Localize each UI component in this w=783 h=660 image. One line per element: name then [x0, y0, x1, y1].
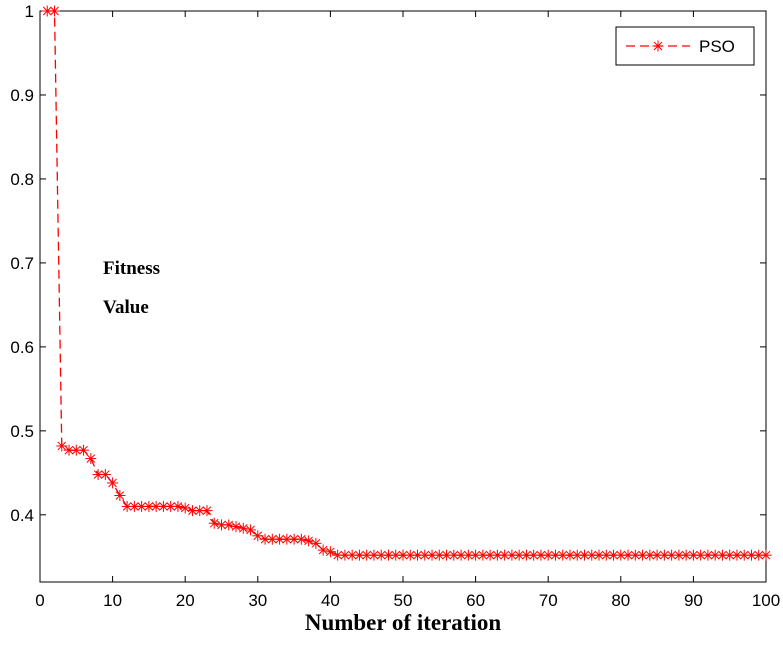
- y-axis-label-line-2: Value: [103, 297, 149, 318]
- x-tick-label: 80: [611, 591, 630, 610]
- data-point: [179, 502, 191, 514]
- data-point: [332, 549, 344, 561]
- x-tick-label: 40: [321, 591, 340, 610]
- data-point: [49, 5, 61, 17]
- y-axis-label-line-1: Fitness: [103, 258, 160, 279]
- data-point: [702, 549, 714, 561]
- legend-marker-asterisk: [652, 40, 664, 52]
- x-tick-label: 10: [103, 591, 122, 610]
- x-tick-label: 30: [248, 591, 267, 610]
- axes: [39, 10, 767, 583]
- data-point: [295, 533, 307, 545]
- y-tick-label: 1: [25, 2, 34, 21]
- data-point: [404, 549, 416, 561]
- legend-marker: [652, 40, 664, 52]
- data-point: [448, 549, 460, 561]
- data-point: [629, 549, 641, 561]
- data-point: [208, 517, 220, 529]
- data-point: [680, 549, 692, 561]
- data-point: [346, 549, 358, 561]
- legend: PSO: [615, 26, 755, 66]
- data-point: [172, 500, 184, 512]
- y-tick-label: 0.8: [10, 170, 34, 189]
- data-point: [579, 549, 590, 561]
- data-point: [245, 524, 257, 536]
- legend-entry-pso: PSO: [699, 37, 735, 56]
- data-point: [63, 444, 75, 456]
- data-point: [78, 444, 90, 456]
- data-point: [615, 549, 627, 561]
- data-point: [223, 519, 235, 531]
- data-point: [564, 549, 576, 561]
- plot-frame: [39, 10, 767, 583]
- data-point: [637, 549, 649, 561]
- data-point: [666, 549, 678, 561]
- data-point: [695, 549, 707, 561]
- data-point: [426, 549, 438, 561]
- data-point: [303, 535, 315, 547]
- x-tick-label: 0: [35, 591, 44, 610]
- data-point: [470, 549, 482, 561]
- x-tick-label: 20: [176, 591, 195, 610]
- data-point: [317, 544, 329, 556]
- series-line-0: [47, 10, 766, 556]
- data-point: [716, 549, 728, 561]
- x-axis-label: Number of iteration: [305, 610, 502, 635]
- data-point: [114, 490, 126, 502]
- data-point: [230, 521, 242, 533]
- data-point: [107, 477, 119, 489]
- data-point: [201, 505, 213, 517]
- data-point: [85, 453, 97, 465]
- data-point: [499, 549, 511, 561]
- y-tick-label: 0.7: [10, 254, 34, 273]
- data-point: [70, 444, 82, 456]
- x-tick-label: 70: [539, 591, 558, 610]
- data-point: [99, 469, 111, 481]
- data-point: [433, 549, 445, 561]
- series-layer: [41, 5, 772, 561]
- x-tick-label: 60: [466, 591, 485, 610]
- x-tick-label: 50: [394, 591, 413, 610]
- data-point: [281, 533, 293, 545]
- data-point: [194, 505, 206, 517]
- x-tick-label: 90: [684, 591, 703, 610]
- data-point: [237, 522, 249, 534]
- x-tick-label: 100: [752, 591, 780, 610]
- y-tick-label: 0.9: [10, 86, 34, 105]
- data-point: [760, 549, 772, 561]
- data-point: [375, 549, 387, 561]
- labels: Fitness Value Number of iteration: [103, 258, 501, 635]
- y-tick-label: 0.6: [10, 338, 34, 357]
- data-point: [724, 549, 736, 561]
- data-point: [288, 533, 300, 545]
- data-point: [310, 537, 322, 549]
- y-tick-label: 0.4: [10, 506, 34, 525]
- ticks: 0 10 20 30 40 50 60 70 80 90 100 0.4 0.5 0.6 0.7 0.8 0.9…: [10, 2, 780, 610]
- data-point: [513, 549, 525, 561]
- y-tick-label: 0.5: [10, 422, 34, 441]
